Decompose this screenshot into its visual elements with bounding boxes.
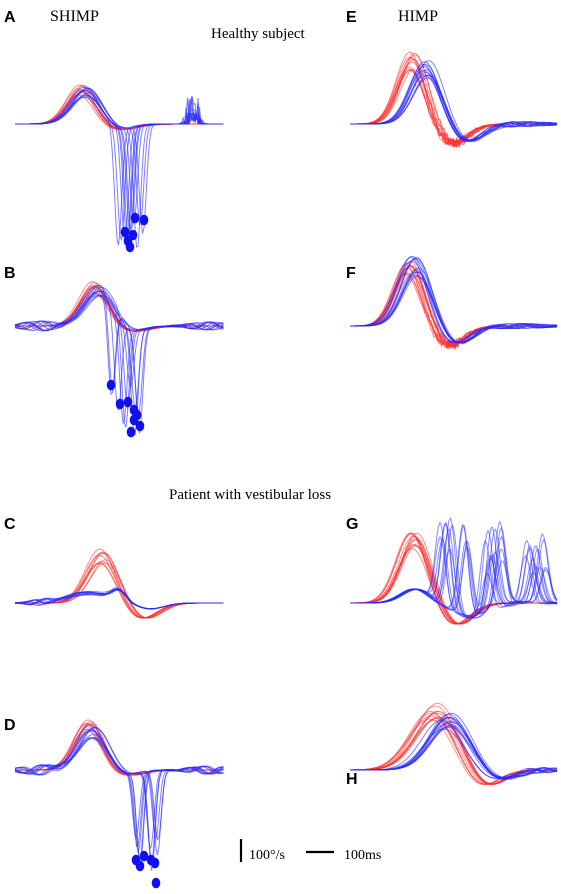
eye-velocity-trace	[15, 94, 224, 235]
eye-velocity-trace	[350, 258, 558, 344]
eye-velocity-trace	[14, 728, 224, 853]
saccade-marker	[150, 857, 160, 869]
head-velocity-trace	[350, 261, 557, 349]
panel-label: G	[346, 516, 358, 533]
panel-label: D	[4, 717, 16, 734]
panel-label: F	[346, 265, 356, 282]
head-velocity-trace	[350, 66, 557, 145]
eye-velocity-trace	[350, 257, 558, 344]
saccade-marker	[151, 877, 161, 889]
head-velocity-trace	[350, 272, 557, 348]
head-velocity-trace	[350, 68, 557, 147]
head-velocity-trace	[350, 267, 557, 350]
saccade-marker	[106, 379, 116, 391]
saccade-marker	[139, 850, 149, 862]
head-velocity-trace	[350, 262, 557, 350]
eye-velocity-trace	[350, 255, 558, 344]
eye-velocity-trace	[350, 260, 558, 343]
saccade-marker	[135, 860, 145, 872]
head-velocity-trace	[350, 61, 557, 148]
eye-velocity-trace	[350, 724, 558, 778]
saccade-marker	[115, 398, 125, 410]
eye-velocity-trace	[14, 726, 224, 840]
saccade-marker	[135, 420, 145, 432]
head-velocity-trace	[350, 57, 557, 147]
eye-velocity-trace	[14, 286, 224, 409]
velocity-scale-label: 100°/s	[249, 848, 285, 863]
head-velocity-trace	[350, 273, 557, 349]
panel-label: C	[4, 516, 16, 533]
saccade-marker	[120, 226, 130, 238]
eye-velocity-trace	[350, 61, 558, 141]
panel-label: A	[4, 9, 16, 26]
head-velocity-trace	[350, 58, 557, 148]
column-title-himp: HIMP	[398, 8, 438, 25]
saccade-marker	[123, 396, 133, 408]
time-scale-label: 100ms	[344, 848, 381, 863]
eye-velocity-trace	[350, 256, 558, 344]
eye-velocity-trace	[350, 63, 558, 142]
eye-velocity-trace	[15, 589, 224, 610]
section-title-healthy: Healthy subject	[211, 26, 306, 42]
panel-label: H	[346, 771, 358, 788]
eye-velocity-trace	[14, 727, 224, 850]
head-velocity-trace	[350, 274, 557, 350]
eye-velocity-trace	[350, 269, 558, 344]
saccade-marker	[125, 241, 135, 253]
traces-layer	[14, 51, 558, 889]
head-velocity-trace	[350, 265, 557, 351]
eye-velocity-trace	[350, 77, 558, 141]
panel-label: B	[4, 265, 16, 282]
saccade-marker	[129, 414, 139, 426]
eye-velocity-trace	[14, 737, 224, 842]
head-velocity-trace	[350, 69, 557, 149]
eye-velocity-trace	[14, 737, 224, 848]
section-title-patient: Patient with vestibular loss	[169, 487, 331, 503]
head-velocity-trace	[350, 54, 557, 148]
eye-velocity-trace	[14, 724, 224, 856]
eye-velocity-trace	[350, 267, 558, 344]
column-title-shimp: SHIMP	[50, 8, 99, 25]
eye-velocity-trace	[14, 729, 224, 861]
head-velocity-trace	[350, 274, 557, 349]
panel-label: E	[346, 9, 357, 26]
eye-velocity-trace	[15, 90, 224, 230]
eye-velocity-trace	[14, 287, 224, 411]
head-velocity-trace	[350, 265, 557, 351]
eye-velocity-trace	[350, 275, 558, 343]
eye-velocity-trace	[14, 737, 224, 862]
eye-velocity-trace	[350, 546, 558, 612]
head-velocity-trace	[350, 264, 557, 350]
saccade-marker	[126, 426, 136, 438]
head-velocity-trace	[350, 69, 557, 148]
eye-velocity-trace	[350, 271, 558, 343]
head-velocity-trace	[350, 265, 557, 350]
saccade-marker	[139, 214, 149, 226]
eye-velocity-trace	[15, 737, 224, 864]
head-velocity-trace	[350, 265, 557, 349]
head-velocity-trace	[350, 56, 557, 147]
eye-velocity-trace	[14, 733, 224, 871]
eye-velocity-trace	[350, 271, 558, 344]
eye-velocity-trace	[350, 274, 557, 344]
saccade-marker	[130, 212, 140, 224]
eye-velocity-trace	[350, 257, 558, 343]
eye-velocity-trace	[14, 290, 224, 396]
head-velocity-trace	[350, 70, 557, 147]
head-velocity-trace	[350, 51, 557, 149]
eye-velocity-trace	[14, 290, 224, 414]
eye-velocity-trace	[350, 74, 558, 142]
head-velocity-trace	[350, 52, 557, 148]
eye-velocity-trace	[14, 730, 224, 841]
eye-velocity-trace	[14, 284, 224, 409]
